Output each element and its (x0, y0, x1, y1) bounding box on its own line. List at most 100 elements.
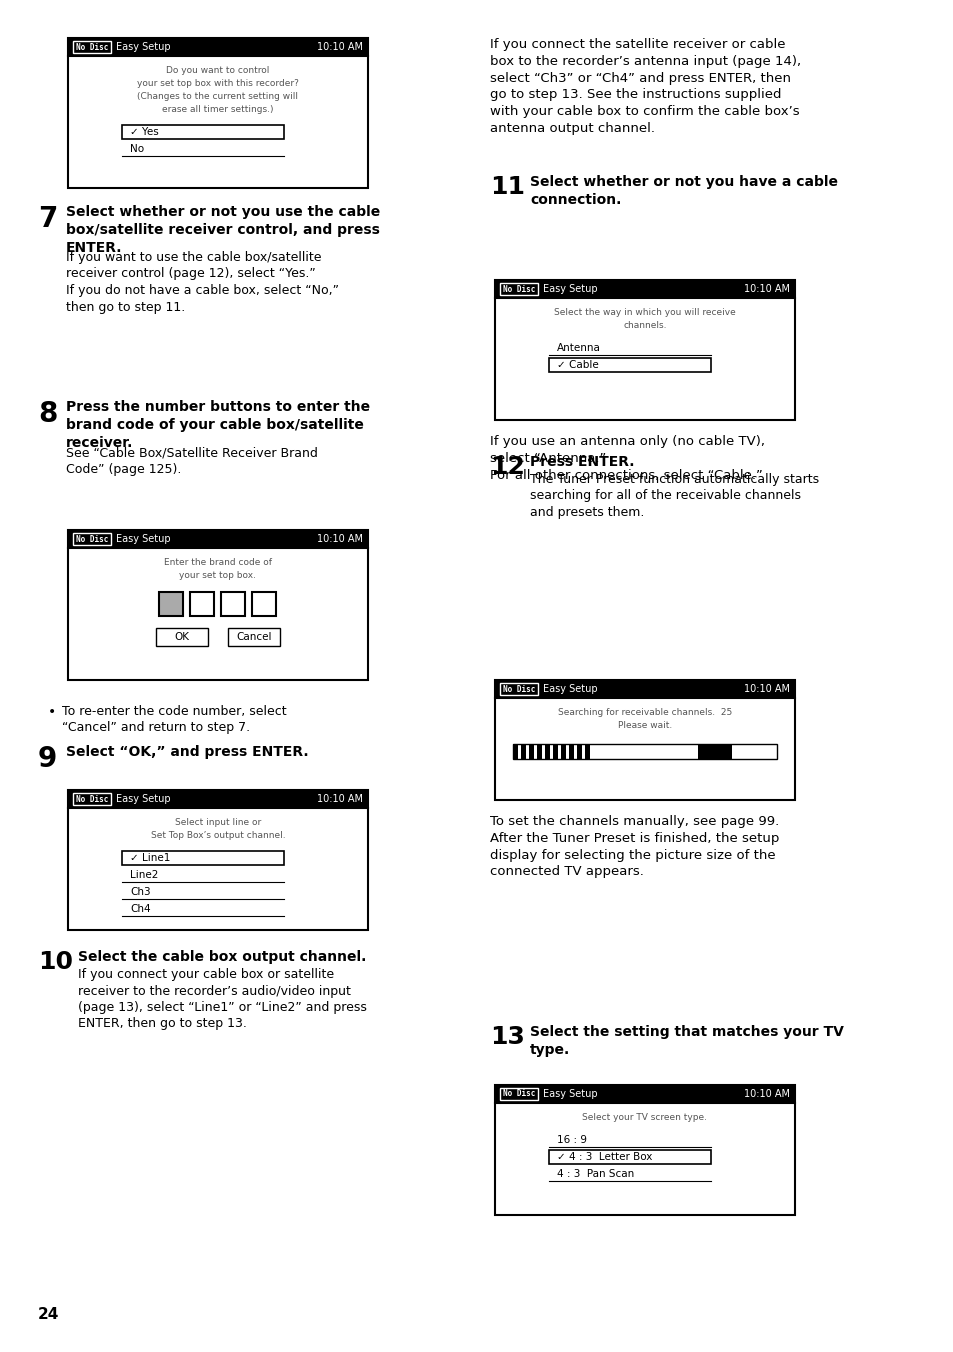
Text: Easy Setup: Easy Setup (116, 794, 171, 804)
Text: Easy Setup: Easy Setup (116, 42, 171, 51)
Bar (513, 744, 517, 758)
Text: If you use an antenna only (no cable TV),
select “Antenna.”
For all other connec: If you use an antenna only (no cable TV)… (490, 435, 764, 481)
Bar (560, 744, 565, 758)
Text: Antenna: Antenna (557, 343, 600, 353)
Text: No Disc: No Disc (502, 284, 535, 293)
Bar (122, 850, 284, 865)
Bar (529, 744, 534, 758)
Bar (577, 744, 581, 758)
Bar (697, 744, 731, 758)
Text: 10:10 AM: 10:10 AM (316, 794, 363, 804)
Text: To set the channels manually, see page 99.
After the Tuner Preset is finished, t: To set the channels manually, see page 9… (490, 815, 779, 879)
Text: ✓ Yes: ✓ Yes (130, 127, 158, 137)
Text: Press ENTER.: Press ENTER. (530, 456, 634, 469)
Text: No Disc: No Disc (75, 795, 108, 803)
Text: No: No (130, 145, 144, 154)
Bar (584, 744, 589, 758)
Text: 11: 11 (490, 174, 524, 199)
Text: No Disc: No Disc (75, 534, 108, 544)
Bar (553, 744, 558, 758)
Text: If you want to use the cable box/satellite
receiver control (page 12), select “Y: If you want to use the cable box/satelli… (66, 251, 338, 314)
Text: •: • (48, 704, 56, 719)
Text: Set Top Box’s output channel.: Set Top Box’s output channel. (151, 831, 285, 840)
Text: ✓ 4 : 3  Letter Box: ✓ 4 : 3 Letter Box (557, 1152, 652, 1161)
Text: Select “OK,” and press ENTER.: Select “OK,” and press ENTER. (66, 745, 309, 758)
Text: 10: 10 (38, 950, 73, 973)
Text: Easy Setup: Easy Setup (542, 284, 597, 293)
Text: To re-enter the code number, select
“Cancel” and return to step 7.: To re-enter the code number, select “Can… (62, 704, 286, 734)
Text: The Tuner Preset function automatically starts
searching for all of the receivab: The Tuner Preset function automatically … (530, 473, 819, 519)
Bar (68, 790, 368, 930)
Bar (499, 683, 537, 695)
Bar (544, 744, 550, 758)
Bar (513, 744, 776, 758)
Text: erase all timer settings.): erase all timer settings.) (162, 105, 274, 114)
Text: Select input line or: Select input line or (174, 818, 261, 827)
Bar (495, 680, 794, 800)
Text: Cancel: Cancel (236, 631, 272, 642)
Text: Select the way in which you will receive: Select the way in which you will receive (554, 308, 735, 316)
Bar (499, 1088, 537, 1101)
Text: 4 : 3  Pan Scan: 4 : 3 Pan Scan (557, 1169, 634, 1179)
Text: Select your TV screen type.: Select your TV screen type. (582, 1113, 707, 1122)
Text: Line2: Line2 (130, 869, 158, 880)
Text: 12: 12 (490, 456, 524, 479)
Bar (68, 38, 368, 55)
Bar (122, 124, 284, 139)
Bar (68, 38, 368, 188)
Text: Select whether or not you have a cable
connection.: Select whether or not you have a cable c… (530, 174, 837, 207)
Text: Easy Setup: Easy Setup (116, 534, 171, 544)
Text: No Disc: No Disc (502, 1090, 535, 1098)
Bar (495, 680, 794, 698)
Bar (495, 280, 794, 297)
Text: See “Cable Box/Satellite Receiver Brand
Code” (page 125).: See “Cable Box/Satellite Receiver Brand … (66, 446, 317, 476)
Bar (499, 283, 537, 295)
Bar (253, 592, 276, 617)
Bar (191, 592, 214, 617)
Text: your set top box with this recorder?: your set top box with this recorder? (137, 78, 298, 88)
Text: channels.: channels. (622, 320, 666, 330)
Bar (73, 533, 111, 545)
Bar (73, 41, 111, 53)
Text: (Changes to the current setting will: (Changes to the current setting will (137, 92, 298, 101)
Text: 10:10 AM: 10:10 AM (743, 1088, 789, 1099)
Text: If you connect your cable box or satellite
receiver to the recorder’s audio/vide: If you connect your cable box or satelli… (78, 968, 367, 1030)
Text: 7: 7 (38, 206, 57, 233)
Text: 10:10 AM: 10:10 AM (743, 284, 789, 293)
Bar (495, 280, 794, 420)
Bar (68, 530, 368, 548)
Text: Select the setting that matches your TV
type.: Select the setting that matches your TV … (530, 1025, 843, 1057)
Text: Select whether or not you use the cable
box/satellite receiver control, and pres: Select whether or not you use the cable … (66, 206, 380, 254)
Text: Ch3: Ch3 (130, 887, 151, 896)
Bar (228, 627, 280, 646)
Bar (548, 358, 710, 372)
Text: Select the cable box output channel.: Select the cable box output channel. (78, 950, 366, 964)
Bar (495, 1086, 794, 1215)
Text: 8: 8 (38, 400, 57, 429)
Text: Ch4: Ch4 (130, 904, 151, 914)
Text: No Disc: No Disc (75, 42, 108, 51)
Text: 16 : 9: 16 : 9 (557, 1134, 586, 1145)
Text: 9: 9 (38, 745, 57, 773)
Text: Enter the brand code of: Enter the brand code of (164, 558, 272, 566)
Text: 24: 24 (38, 1307, 59, 1322)
Text: 10:10 AM: 10:10 AM (743, 684, 789, 694)
Text: 13: 13 (490, 1025, 524, 1049)
Text: ✓ Line1: ✓ Line1 (130, 853, 171, 863)
Text: OK: OK (174, 631, 190, 642)
Bar (221, 592, 245, 617)
Bar (68, 790, 368, 808)
Text: Do you want to control: Do you want to control (166, 66, 270, 74)
Text: No Disc: No Disc (502, 684, 535, 694)
Bar (68, 530, 368, 680)
Text: ✓ Cable: ✓ Cable (557, 360, 598, 370)
Text: 10:10 AM: 10:10 AM (316, 42, 363, 51)
Bar (568, 744, 574, 758)
Text: If you connect the satellite receiver or cable
box to the recorder’s antenna inp: If you connect the satellite receiver or… (490, 38, 801, 135)
Bar (159, 592, 183, 617)
Text: Searching for receivable channels.  25: Searching for receivable channels. 25 (558, 708, 731, 717)
Bar (73, 794, 111, 804)
Text: Press the number buttons to enter the
brand code of your cable box/satellite
rec: Press the number buttons to enter the br… (66, 400, 370, 450)
Bar (156, 627, 208, 646)
Text: Easy Setup: Easy Setup (542, 684, 597, 694)
